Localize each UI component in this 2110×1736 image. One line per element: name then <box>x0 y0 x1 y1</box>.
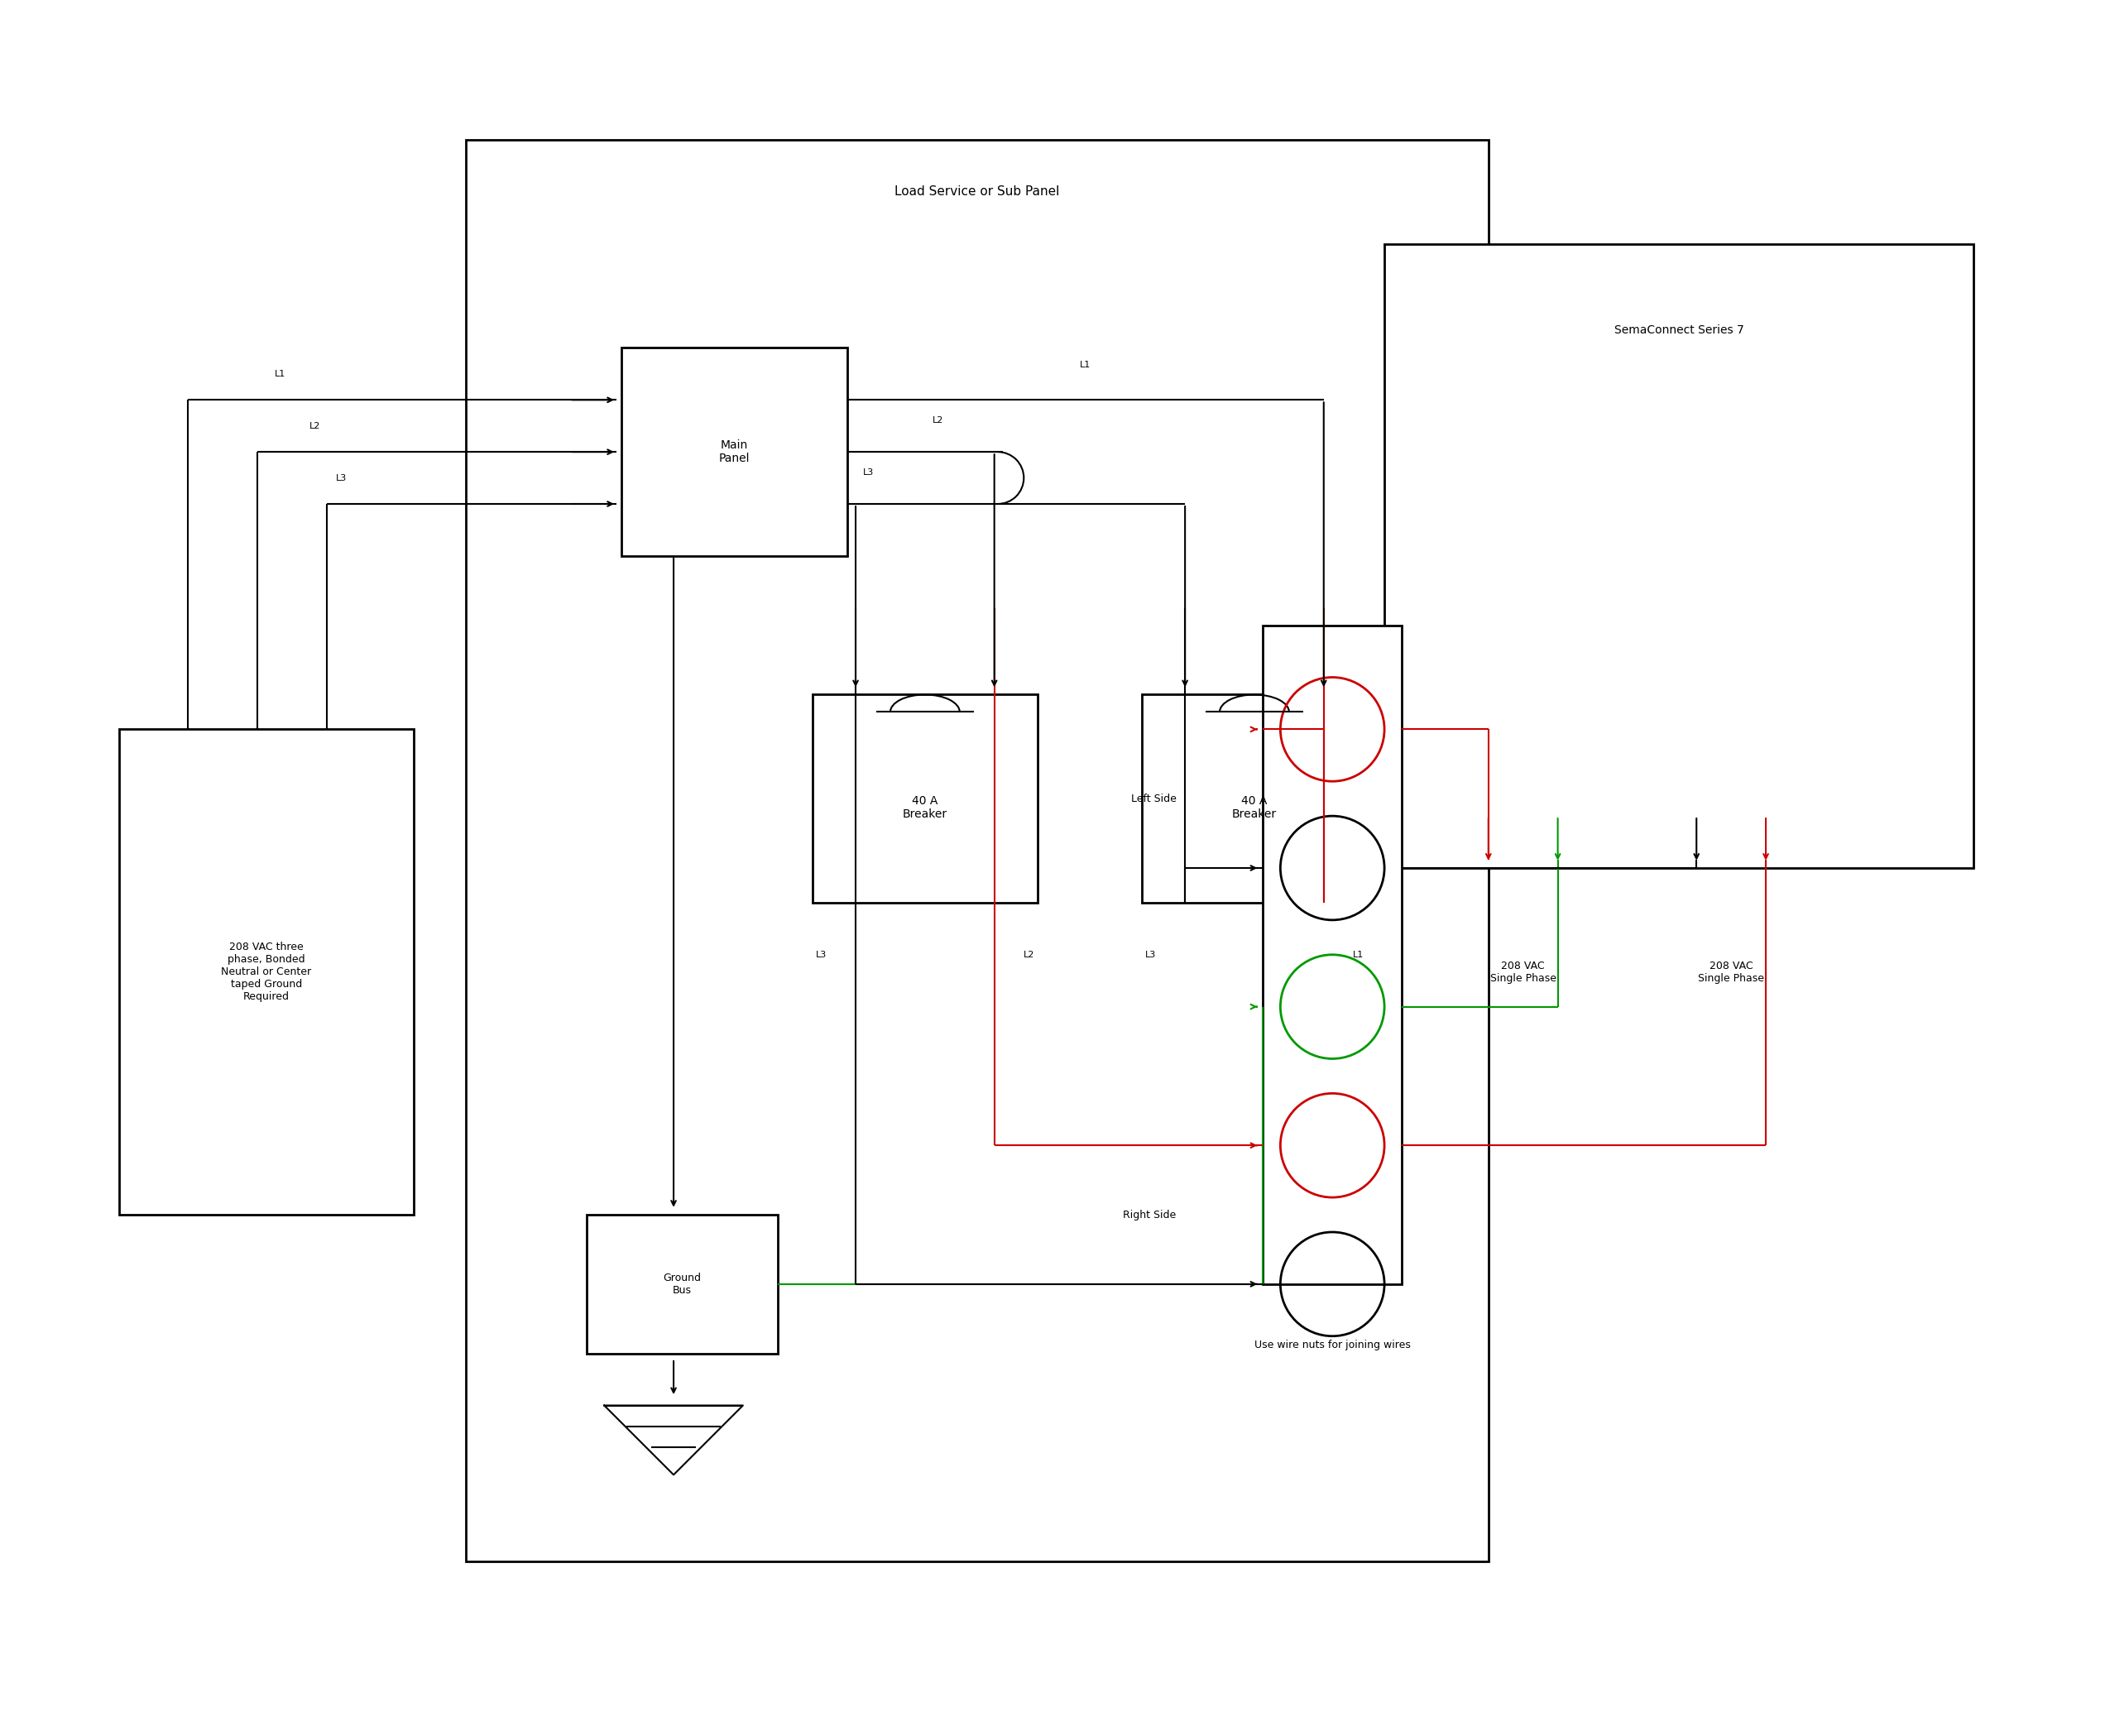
Text: L2: L2 <box>1023 951 1034 958</box>
Text: Load Service or Sub Panel: Load Service or Sub Panel <box>895 186 1059 198</box>
Bar <box>622 347 846 556</box>
Text: 208 VAC three
phase, Bonded
Neutral or Center
taped Ground
Required: 208 VAC three phase, Bonded Neutral or C… <box>222 943 312 1002</box>
Text: 208 VAC
Single Phase: 208 VAC Single Phase <box>1490 960 1557 984</box>
Text: Main
Panel: Main Panel <box>720 439 749 465</box>
Bar <box>1142 694 1367 903</box>
Text: 40 A
Breaker: 40 A Breaker <box>1232 795 1277 819</box>
Bar <box>1384 243 1973 868</box>
Text: Ground
Bus: Ground Bus <box>663 1272 701 1295</box>
Text: L2: L2 <box>933 417 943 425</box>
Text: Use wire nuts for joining wires: Use wire nuts for joining wires <box>1253 1340 1409 1351</box>
Bar <box>466 141 1488 1561</box>
Bar <box>812 694 1038 903</box>
Text: SemaConnect Series 7: SemaConnect Series 7 <box>1614 325 1745 337</box>
Text: 208 VAC
Single Phase: 208 VAC Single Phase <box>1699 960 1764 984</box>
Text: L3: L3 <box>335 474 346 483</box>
Text: L3: L3 <box>814 951 827 958</box>
Text: L3: L3 <box>863 469 874 477</box>
Bar <box>587 1215 779 1354</box>
Text: L2: L2 <box>310 422 321 431</box>
Text: Left Side: Left Side <box>1131 793 1177 804</box>
Text: L1: L1 <box>1080 361 1091 370</box>
Text: L1: L1 <box>274 370 285 378</box>
Text: L1: L1 <box>1353 951 1363 958</box>
Bar <box>1264 625 1401 1285</box>
Text: L3: L3 <box>1146 951 1156 958</box>
Bar <box>118 729 414 1215</box>
Text: 40 A
Breaker: 40 A Breaker <box>903 795 947 819</box>
Text: Right Side: Right Side <box>1123 1210 1177 1220</box>
